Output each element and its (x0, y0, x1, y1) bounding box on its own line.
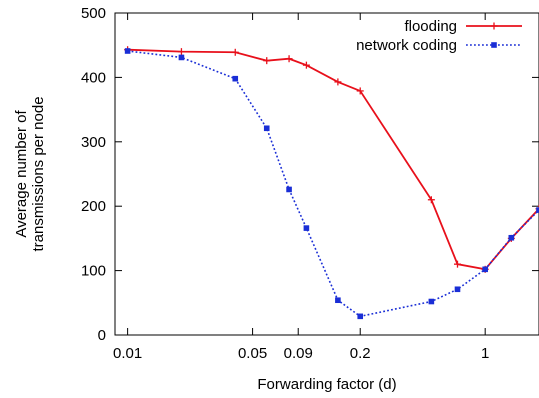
series-group (124, 46, 539, 320)
y-tick-label: 500 (81, 5, 106, 22)
y-axis-label-line-1: Average number of (13, 110, 30, 238)
plot-frame (114, 12, 539, 336)
data-point (454, 286, 461, 293)
data-point (178, 54, 185, 61)
x-tick-label: 0.2 (350, 345, 371, 362)
x-tick-label: 0.09 (284, 345, 313, 362)
x-axis: 0.01 0.05 0.09 0.2 1 (113, 13, 489, 362)
y-tick-label: 400 (81, 69, 106, 86)
data-point (357, 313, 364, 320)
x-tick-label: 1 (481, 345, 489, 362)
x-axis-label: Forwarding factor (d) (257, 376, 396, 393)
data-point (232, 75, 239, 82)
legend-label: network coding (356, 37, 457, 54)
y-axis-label: Average number of transmissions per node (13, 96, 47, 251)
data-point (335, 297, 341, 304)
y-tick-label: 100 (81, 263, 106, 280)
data-point (303, 225, 310, 231)
y-tick-label: 200 (81, 198, 106, 215)
y-tick-label: 300 (81, 134, 106, 151)
series-line (127, 48, 539, 271)
legend: flooding network coding (356, 18, 522, 54)
y-axis-label-line-2: transmissions per node (30, 96, 47, 251)
data-point (428, 298, 435, 305)
data-point (508, 234, 515, 241)
series-flooding (124, 46, 539, 273)
data-point (482, 266, 488, 273)
data-point (263, 125, 270, 132)
data-point (286, 186, 292, 193)
series-network-coding (124, 48, 539, 320)
series-line (127, 50, 539, 318)
data-point (536, 207, 539, 213)
x-tick-label: 0.05 (238, 345, 267, 362)
data-point (124, 48, 131, 54)
x-tick-label: 0.01 (113, 345, 142, 362)
y-axis: 0 100 200 300 400 500 (81, 5, 539, 344)
y-tick-label: 0 (98, 327, 106, 344)
legend-label: flooding (404, 18, 457, 35)
data-point (491, 42, 497, 48)
